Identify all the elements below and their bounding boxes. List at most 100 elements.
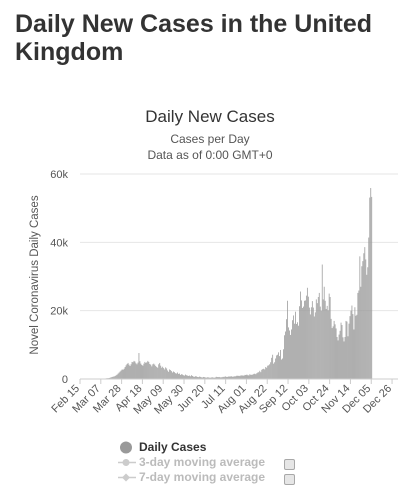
legend-item-daily-cases[interactable]: Daily Cases <box>118 440 318 455</box>
bar[interactable] <box>263 368 265 379</box>
bar[interactable] <box>115 375 117 379</box>
bar[interactable] <box>234 376 236 379</box>
checkbox-icon[interactable] <box>284 459 295 470</box>
bar[interactable] <box>336 336 338 379</box>
bar[interactable] <box>356 314 358 379</box>
bar[interactable] <box>158 364 160 379</box>
bar[interactable] <box>133 360 135 379</box>
bar[interactable] <box>112 376 114 379</box>
bar[interactable] <box>363 253 365 379</box>
bar[interactable] <box>286 319 287 379</box>
bar[interactable] <box>196 376 197 379</box>
bar[interactable] <box>194 376 195 379</box>
bar[interactable] <box>288 327 289 379</box>
bar[interactable] <box>132 362 134 379</box>
bar[interactable] <box>176 373 177 379</box>
bar[interactable] <box>349 316 351 379</box>
bar[interactable] <box>335 328 337 379</box>
bar[interactable] <box>267 365 269 379</box>
bar[interactable] <box>177 372 178 379</box>
bar[interactable] <box>166 368 168 379</box>
bar[interactable] <box>150 364 152 379</box>
bar[interactable] <box>269 364 271 379</box>
bar[interactable] <box>139 361 141 379</box>
bar[interactable] <box>299 306 300 379</box>
bar[interactable] <box>246 374 248 379</box>
daily-cases-series[interactable] <box>91 188 373 380</box>
bar[interactable] <box>295 311 296 379</box>
bar[interactable] <box>270 362 272 379</box>
bar[interactable] <box>147 360 149 379</box>
bar[interactable] <box>252 374 254 379</box>
bar[interactable] <box>200 377 202 379</box>
bar[interactable] <box>184 375 185 379</box>
bar[interactable] <box>155 366 157 379</box>
bar[interactable] <box>297 322 298 379</box>
bar[interactable] <box>111 376 113 379</box>
bar[interactable] <box>353 329 355 379</box>
bar[interactable] <box>152 364 154 379</box>
bar[interactable] <box>341 325 343 379</box>
bar[interactable] <box>314 312 316 380</box>
bar[interactable] <box>156 367 158 379</box>
bar[interactable] <box>187 375 188 379</box>
checkbox-icon[interactable] <box>284 474 295 485</box>
bar[interactable] <box>352 314 354 379</box>
bar[interactable] <box>340 322 342 380</box>
bar[interactable] <box>274 362 276 379</box>
bar[interactable] <box>281 359 282 379</box>
bar[interactable] <box>302 307 303 379</box>
bar[interactable] <box>347 336 349 379</box>
bar[interactable] <box>276 355 278 379</box>
bar[interactable] <box>193 376 194 379</box>
bar[interactable] <box>278 352 280 379</box>
bar[interactable] <box>285 331 286 379</box>
bar[interactable] <box>346 321 348 379</box>
bar[interactable] <box>338 334 340 379</box>
bar[interactable] <box>277 354 279 379</box>
bar[interactable] <box>248 375 250 379</box>
bar[interactable] <box>326 305 328 379</box>
bar[interactable] <box>153 363 155 380</box>
bar[interactable] <box>190 376 191 379</box>
bar[interactable] <box>239 376 241 379</box>
bar[interactable] <box>310 307 312 379</box>
bar[interactable] <box>369 197 371 379</box>
bar[interactable] <box>114 375 116 379</box>
bar[interactable] <box>251 374 253 379</box>
bar[interactable] <box>319 306 321 379</box>
bar[interactable] <box>354 307 356 379</box>
bar[interactable] <box>228 376 230 379</box>
bar[interactable] <box>163 368 165 379</box>
bar[interactable] <box>296 323 297 379</box>
bar[interactable] <box>371 196 373 379</box>
bar[interactable] <box>257 372 259 379</box>
bar[interactable] <box>203 377 205 379</box>
bar[interactable] <box>208 377 210 379</box>
bar[interactable] <box>304 300 306 379</box>
bar[interactable] <box>282 358 283 380</box>
bar[interactable] <box>223 377 225 379</box>
bar[interactable] <box>185 374 186 379</box>
bar[interactable] <box>311 301 313 379</box>
bar[interactable] <box>250 374 252 379</box>
bar[interactable] <box>189 375 190 379</box>
bar[interactable] <box>161 367 163 379</box>
bar[interactable] <box>195 376 196 379</box>
bar[interactable] <box>179 373 180 379</box>
bar[interactable] <box>170 370 172 379</box>
bar[interactable] <box>136 364 138 379</box>
bar[interactable] <box>364 247 366 379</box>
bar[interactable] <box>192 375 193 379</box>
bar[interactable] <box>351 305 353 379</box>
bar[interactable] <box>253 373 255 380</box>
bar[interactable] <box>217 377 219 379</box>
bar[interactable] <box>294 323 295 379</box>
bar[interactable] <box>331 328 333 379</box>
bar[interactable] <box>242 375 244 379</box>
bar[interactable] <box>183 375 184 379</box>
bar[interactable] <box>175 373 176 379</box>
bar[interactable] <box>266 367 268 379</box>
bar[interactable] <box>143 363 145 380</box>
bar[interactable] <box>218 376 220 379</box>
